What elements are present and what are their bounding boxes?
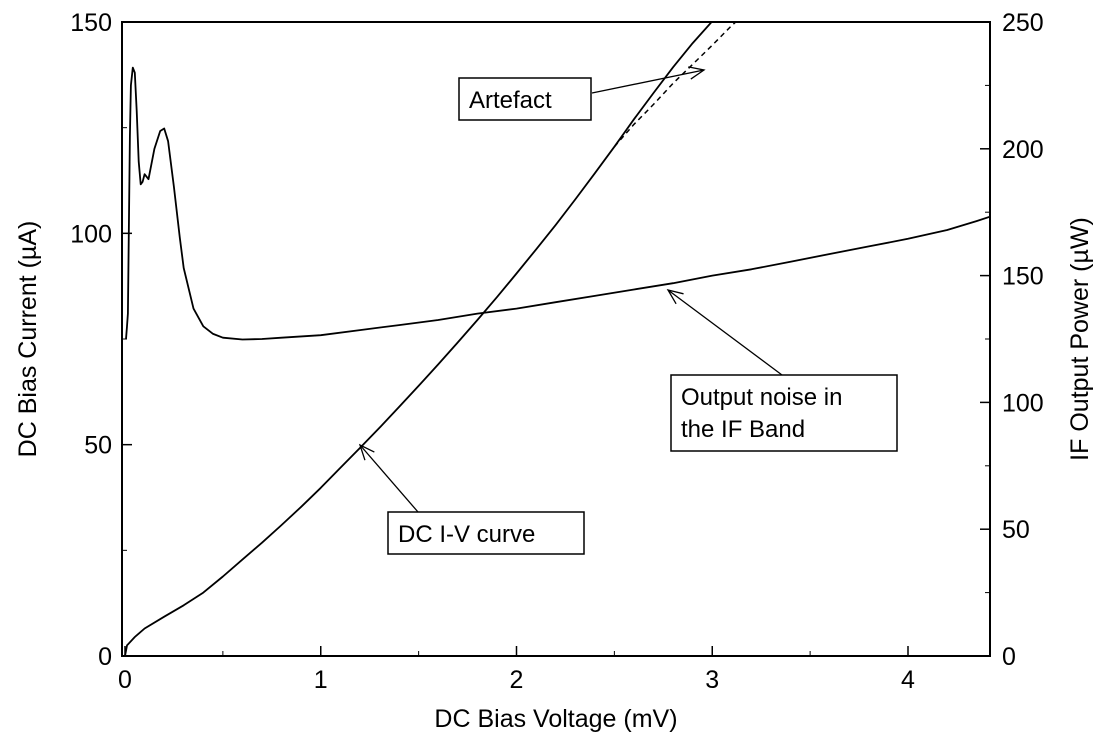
- series-line-2: [125, 66, 990, 341]
- series-line-0: [124, 22, 713, 656]
- y2-tick-label: 100: [1002, 389, 1044, 417]
- annotations: Artefact Output noise in the IF Band DC I-V…: [358, 66, 898, 555]
- annotation-box-output_noise: [670, 374, 898, 452]
- y2-tick-label: 200: [1002, 136, 1044, 164]
- annotation-arrowhead-dc_iv: [358, 443, 375, 461]
- annotation-text-output_noise: Output noise in: [681, 384, 842, 411]
- axis-labels: DC Bias Voltage (mV) DC Bias Current (µA)…: [14, 217, 1094, 733]
- annotation-arrowhead-artefact: [688, 66, 706, 80]
- y2-tick-label: 250: [1002, 9, 1044, 37]
- x-axis-title: DC Bias Voltage (mV): [434, 705, 677, 733]
- y2-tick-label: 0: [1002, 643, 1016, 671]
- axes: 0 1 2 3 4 0 50 100 150 0 50 100 150 200 250: [70, 9, 1043, 694]
- series-layer: [124, 22, 990, 656]
- x-tick-label: 0: [118, 666, 132, 694]
- y2-tick-label: 150: [1002, 263, 1044, 291]
- annotation-arrow-artefact: [591, 69, 705, 94]
- x-tick-label: 3: [705, 666, 719, 694]
- y2-tick-label: 50: [1002, 516, 1030, 544]
- y-axis-title: DC Bias Current (µA): [14, 221, 42, 458]
- annotation-arrowhead-output_noise: [666, 289, 684, 305]
- y-tick-label: 150: [70, 9, 112, 37]
- annotation-box-dc_iv: [387, 511, 585, 555]
- annotation-text-artefact: Artefact: [469, 87, 552, 114]
- y-tick-label: 0: [98, 643, 112, 671]
- x-tick-label: 2: [510, 666, 524, 694]
- y2-axis-title: IF Output Power (µW): [1066, 217, 1094, 461]
- x-tick-label: 4: [901, 666, 915, 694]
- x-tick-label: 1: [314, 666, 328, 694]
- series-line-1: [613, 22, 737, 148]
- annotation-arrow-output_noise: [667, 289, 783, 376]
- y-tick-label: 50: [84, 432, 112, 460]
- annotation-text-output_noise: the IF Band: [681, 416, 805, 443]
- y-tick-label: 100: [70, 220, 112, 248]
- annotation-arrow-dc_iv: [359, 444, 419, 513]
- annotation-box-artefact: [458, 77, 592, 121]
- annotation-text-dc_iv: DC I-V curve: [398, 521, 535, 548]
